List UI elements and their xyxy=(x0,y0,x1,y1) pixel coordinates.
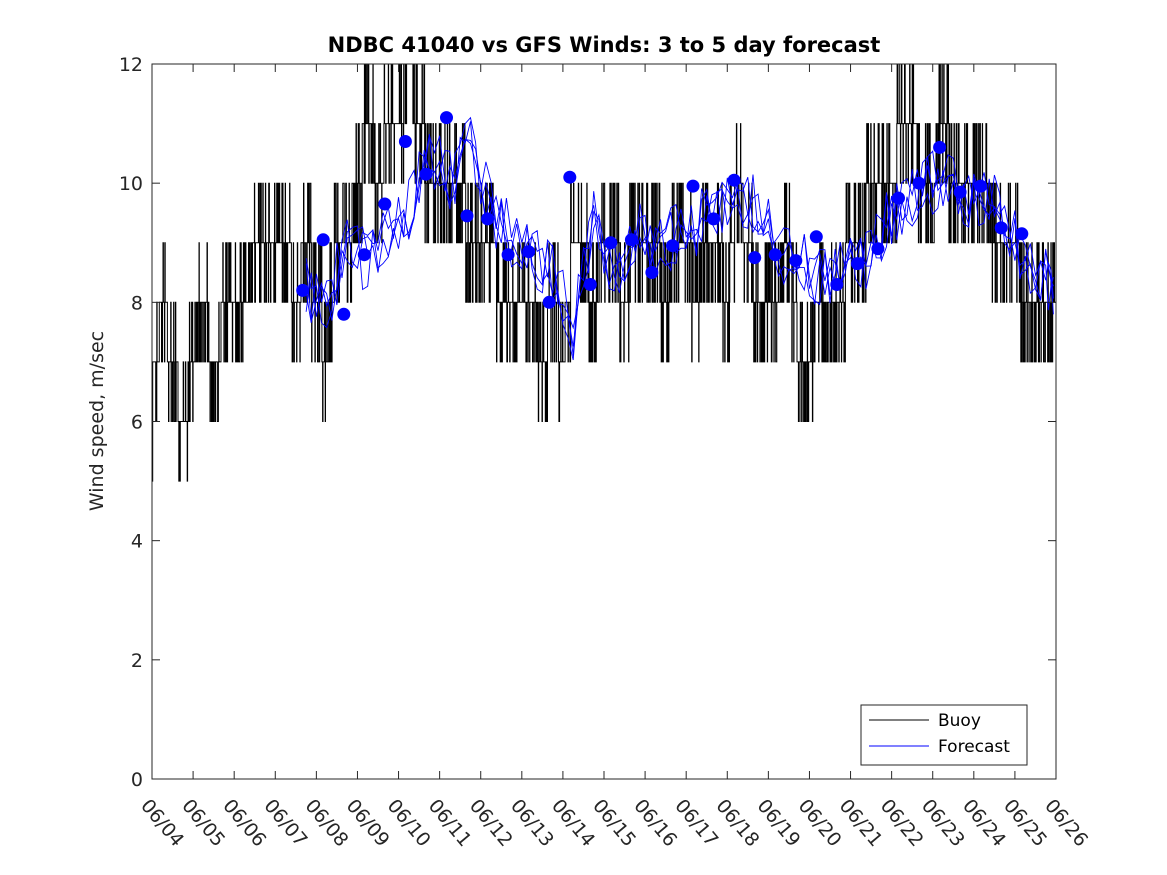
x-tick-label: 06/11 xyxy=(424,795,476,851)
x-tick-label: 06/10 xyxy=(383,795,435,851)
x-tick-label: 06/24 xyxy=(958,795,1010,851)
forecast-marker xyxy=(398,135,412,148)
forecast-markers xyxy=(296,111,1029,321)
legend: Buoy Forecast xyxy=(860,704,1028,766)
x-tick-label: 06/25 xyxy=(999,795,1051,851)
forecast-marker xyxy=(440,111,453,125)
forecast-marker xyxy=(419,167,433,181)
forecast-marker xyxy=(604,236,618,250)
forecast-marker xyxy=(707,212,721,226)
x-tick-label: 06/16 xyxy=(629,795,681,851)
forecast-marker xyxy=(645,266,659,279)
y-axis-label: Wind speed, m/sec xyxy=(86,331,108,511)
y-tick-label: 2 xyxy=(131,650,143,672)
forecast-marker xyxy=(912,176,926,190)
forecast-marker xyxy=(892,191,905,205)
y-tick-label: 6 xyxy=(131,412,143,434)
x-tick-label: 06/26 xyxy=(1040,795,1092,851)
forecast-marker xyxy=(501,248,515,262)
forecast-marker xyxy=(460,209,474,223)
y-tick-label: 0 xyxy=(131,769,143,791)
x-tick-label: 06/13 xyxy=(506,795,558,851)
forecast-marker xyxy=(686,179,700,193)
x-tick-label: 06/08 xyxy=(301,795,353,851)
forecast-marker xyxy=(666,239,679,253)
forecast-marker xyxy=(789,254,803,268)
forecast-line-3 xyxy=(305,138,1054,361)
x-tick-label: 06/15 xyxy=(588,795,640,851)
forecast-marker xyxy=(727,173,741,187)
forecast-marker xyxy=(296,283,310,297)
forecast-marker xyxy=(809,230,823,244)
forecast-marker xyxy=(953,185,967,199)
forecast-marker xyxy=(933,140,947,154)
forecast-marker xyxy=(624,233,638,247)
forecast-marker xyxy=(830,278,844,291)
forecast-marker xyxy=(871,242,885,256)
x-tick-label: 06/12 xyxy=(465,795,517,851)
x-tick-label: 06/23 xyxy=(917,795,969,851)
forecast-marker xyxy=(337,307,351,321)
forecast-marker xyxy=(481,212,495,226)
x-tick-label: 06/05 xyxy=(177,795,229,851)
forecast-marker xyxy=(768,248,782,262)
forecast-series xyxy=(305,116,1054,361)
x-tick-label: 06/17 xyxy=(670,795,722,851)
forecast-marker xyxy=(748,251,762,265)
forecast-line-1 xyxy=(305,116,1054,356)
x-tick-label: 06/04 xyxy=(136,795,188,851)
y-tick-label: 4 xyxy=(131,531,143,553)
forecast-marker xyxy=(583,278,597,291)
forecast-marker xyxy=(974,179,988,193)
x-tick-label: 06/06 xyxy=(218,795,270,851)
forecast-marker xyxy=(994,221,1008,235)
x-tick-label: 06/22 xyxy=(876,795,928,851)
forecast-marker xyxy=(563,170,577,184)
x-tick-label: 06/19 xyxy=(753,795,805,851)
forecast-line-2 xyxy=(305,135,1054,330)
y-tick-label: 12 xyxy=(119,54,143,76)
legend-buoy-label: Buoy xyxy=(938,711,981,731)
forecast-marker xyxy=(1015,227,1029,241)
x-tick-label: 06/09 xyxy=(342,795,394,851)
x-tick-label: 06/18 xyxy=(711,795,763,851)
y-tick-label: 8 xyxy=(131,292,143,314)
chart-title: NDBC 41040 vs GFS Winds: 3 to 5 day fore… xyxy=(328,33,881,57)
plot-background xyxy=(152,64,1056,779)
forecast-marker xyxy=(522,245,536,259)
x-tick-label: 06/20 xyxy=(794,795,846,851)
forecast-marker xyxy=(850,257,864,271)
x-tick-label: 06/07 xyxy=(259,795,311,851)
forecast-marker xyxy=(378,197,392,211)
forecast-marker xyxy=(357,248,371,262)
y-tick-label: 10 xyxy=(119,173,143,195)
x-tick-label: 06/21 xyxy=(835,795,887,851)
x-tick-label: 06/14 xyxy=(547,795,599,851)
forecast-marker xyxy=(316,233,330,247)
legend-box xyxy=(860,704,1028,766)
legend-forecast-label: Forecast xyxy=(938,737,1010,757)
forecast-marker xyxy=(542,295,556,309)
forecast-line-4 xyxy=(305,121,1054,347)
